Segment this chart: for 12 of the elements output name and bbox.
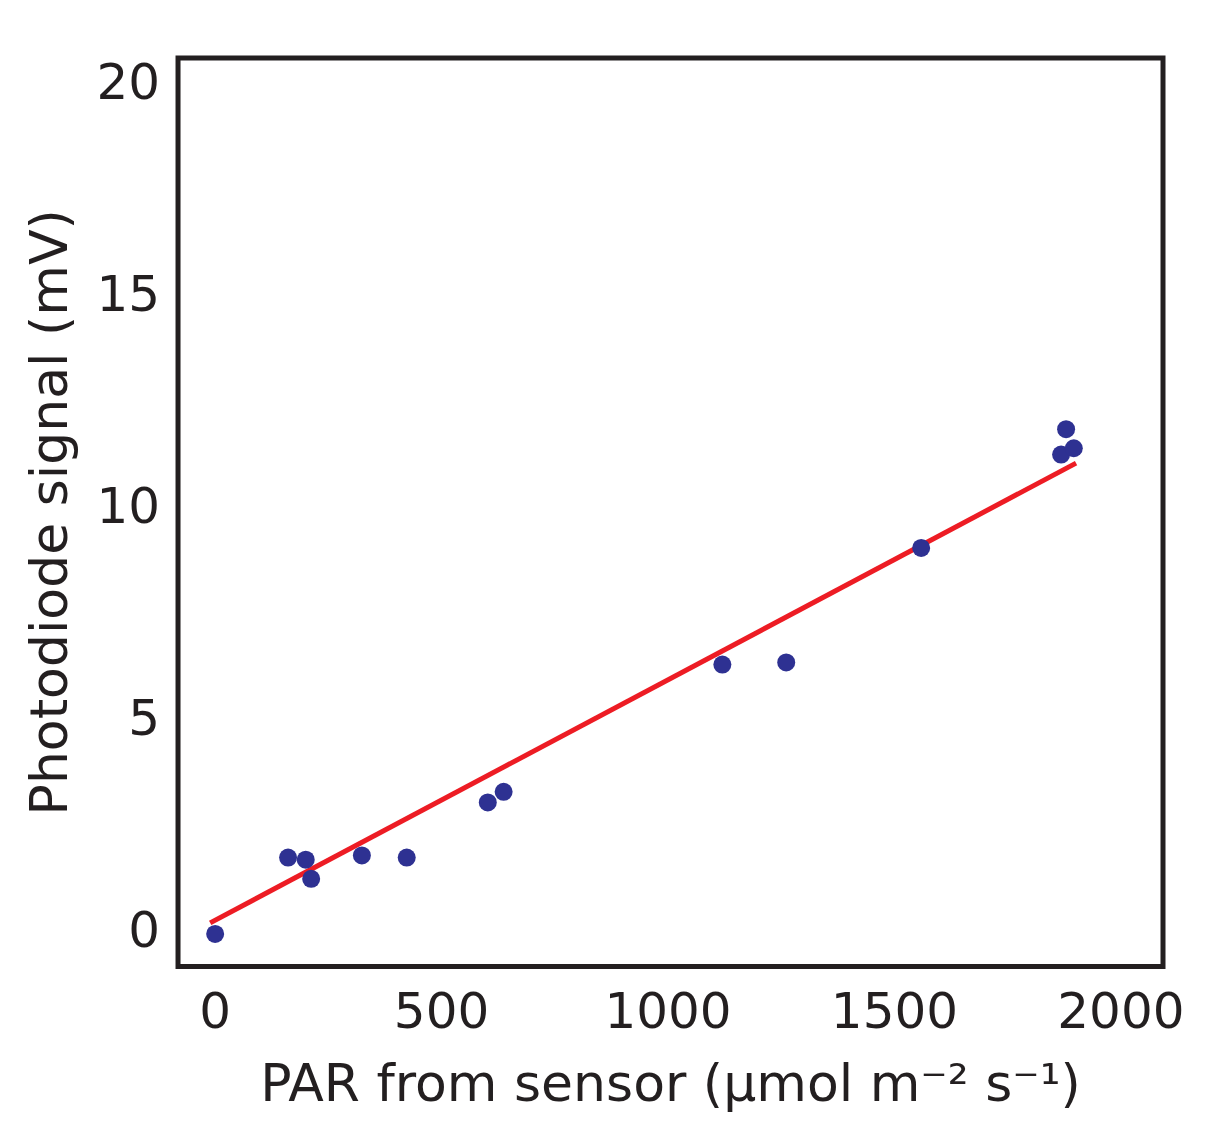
y-tick-label: 10	[96, 476, 161, 535]
x-tick-label: 0	[199, 981, 232, 1040]
x-axis-title: PAR from sensor (µmol m⁻² s⁻¹)	[260, 1053, 1081, 1114]
x-tick-label: 500	[393, 981, 490, 1040]
y-tick-label: 0	[128, 900, 161, 959]
x-tick-label: 1500	[830, 981, 959, 1040]
y-tick-label: 20	[96, 52, 161, 111]
x-tick-label: 1000	[604, 981, 732, 1040]
x-tick-label: 2000	[1057, 981, 1185, 1040]
y-axis-title: Photodiode signal (mV)	[18, 209, 79, 816]
y-tick-label: 5	[128, 688, 161, 747]
y-tick-label: 15	[96, 264, 161, 323]
